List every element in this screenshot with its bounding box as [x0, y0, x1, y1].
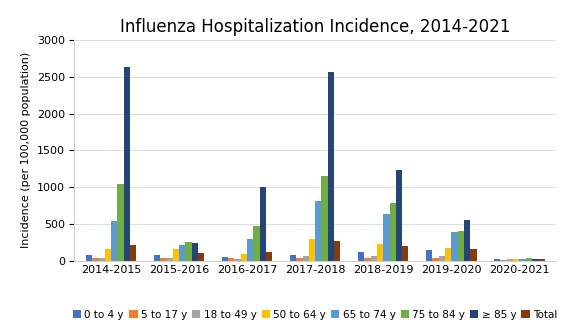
- Title: Influenza Hospitalization Incidence, 2014-2021: Influenza Hospitalization Incidence, 201…: [120, 18, 511, 36]
- Bar: [470, 249, 477, 261]
- Legend: 0 to 4 y, 5 to 17 y, 18 to 49 y, 50 to 64 y, 65 to 74 y, 75 to 84 y, ≥ 85 y, Tot: 0 to 4 y, 5 to 17 y, 18 to 49 y, 50 to 6…: [69, 305, 562, 324]
- Bar: [364, 258, 371, 261]
- Bar: [371, 257, 377, 261]
- Bar: [328, 72, 334, 261]
- Bar: [105, 249, 111, 261]
- Bar: [185, 242, 191, 261]
- Bar: [172, 249, 179, 261]
- Bar: [234, 259, 241, 261]
- Bar: [111, 221, 117, 261]
- Bar: [519, 259, 525, 261]
- Bar: [426, 250, 432, 261]
- Bar: [228, 258, 234, 261]
- Bar: [452, 232, 458, 261]
- Bar: [321, 176, 328, 261]
- Bar: [383, 214, 390, 261]
- Bar: [315, 201, 321, 261]
- Bar: [507, 260, 513, 261]
- Bar: [396, 170, 402, 261]
- Bar: [494, 260, 500, 261]
- Bar: [532, 259, 538, 261]
- Bar: [296, 258, 303, 261]
- Bar: [402, 246, 409, 261]
- Bar: [124, 67, 130, 261]
- Bar: [166, 258, 172, 261]
- Bar: [303, 256, 309, 261]
- Bar: [99, 258, 105, 261]
- Bar: [358, 252, 364, 261]
- Bar: [513, 259, 519, 261]
- Bar: [445, 248, 452, 261]
- Bar: [525, 258, 532, 261]
- Bar: [198, 253, 205, 261]
- Bar: [439, 256, 445, 261]
- Bar: [309, 239, 315, 261]
- Bar: [179, 245, 185, 261]
- Bar: [458, 231, 464, 261]
- Bar: [432, 258, 439, 261]
- Bar: [154, 255, 160, 261]
- Bar: [266, 252, 272, 261]
- Bar: [117, 184, 124, 261]
- Bar: [253, 226, 260, 261]
- Bar: [290, 255, 296, 261]
- Bar: [160, 258, 166, 261]
- Bar: [334, 241, 340, 261]
- Bar: [191, 243, 198, 261]
- Bar: [260, 187, 266, 261]
- Bar: [130, 245, 136, 261]
- Bar: [247, 239, 253, 261]
- Bar: [390, 203, 396, 261]
- Y-axis label: Incidence (per 100,000 population): Incidence (per 100,000 population): [21, 52, 31, 248]
- Bar: [222, 257, 228, 261]
- Bar: [538, 259, 544, 261]
- Bar: [464, 220, 470, 261]
- Bar: [377, 243, 383, 261]
- Bar: [500, 260, 507, 261]
- Bar: [86, 255, 92, 261]
- Bar: [92, 258, 99, 261]
- Bar: [241, 254, 247, 261]
